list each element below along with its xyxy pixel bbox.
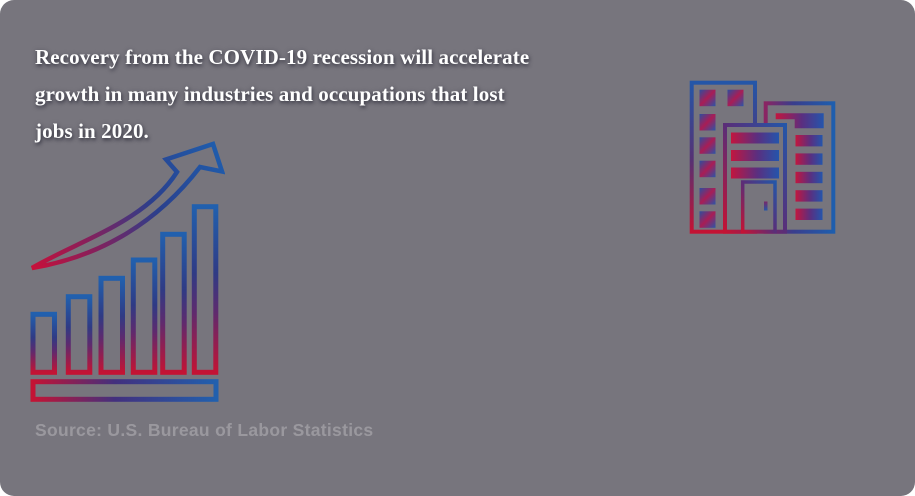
bar-6 [191, 204, 219, 375]
bar-5 [160, 231, 187, 375]
middle-building-windows [731, 132, 779, 179]
base-bar [30, 379, 219, 402]
bar-2 [65, 294, 93, 375]
source-attribution: Source: U.S. Bureau of Labor Statistics [35, 420, 374, 440]
right-building-top-stripe [775, 113, 824, 129]
left-building-windows [699, 89, 744, 228]
headline-line-1: Recovery from the COVID-19 recession wil… [35, 45, 530, 69]
headline-line-2: growth in many industries and occupation… [35, 82, 505, 106]
door-handle [764, 201, 768, 211]
office-buildings-icon [683, 80, 838, 234]
right-building-windows [795, 135, 823, 220]
growth-bar-chart-arrow-icon [30, 141, 225, 402]
rising-arrow [30, 141, 225, 271]
bar-1 [30, 311, 57, 375]
bar-4 [130, 257, 158, 375]
bar-3 [98, 275, 125, 375]
headline: Recovery from the COVID-19 recession wil… [35, 39, 529, 150]
headline-line-3: jobs in 2020. [35, 119, 149, 143]
